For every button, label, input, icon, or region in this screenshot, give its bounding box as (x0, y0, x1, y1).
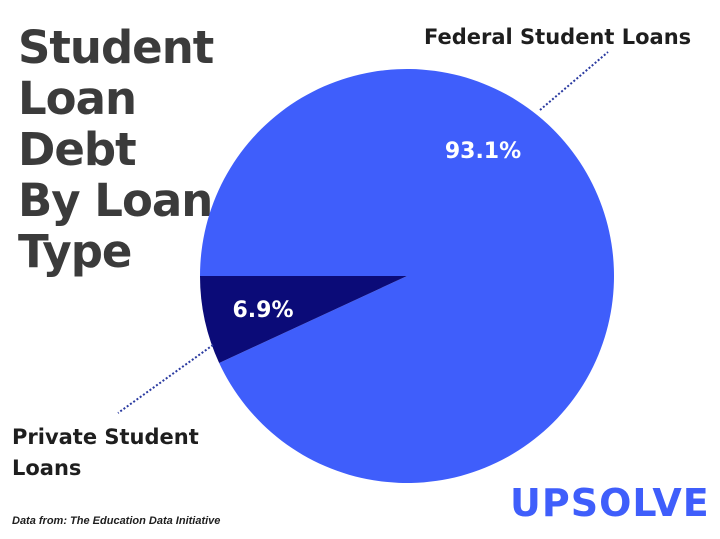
data-label-federal: 93.1% (445, 139, 521, 164)
label-line: Loans (12, 456, 82, 480)
upsolve-logo: UPSOLVE (510, 481, 710, 525)
label-line: Private Student (12, 425, 199, 449)
source-note: Data from: The Education Data Initiative (12, 515, 221, 527)
leader-line-private (117, 344, 214, 414)
slice-federal (200, 68, 615, 483)
slice-private (200, 276, 407, 363)
title-line: Student Loan (18, 21, 214, 125)
title-line: By Loan (18, 174, 213, 227)
legend-label-private: Private Student Loans (12, 422, 199, 484)
title-line: Debt (18, 123, 137, 176)
data-label-private: 6.9% (232, 298, 293, 323)
legend-label-federal: Federal Student Loans (424, 25, 692, 49)
title-line: Type (18, 225, 132, 278)
leader-line-federal (539, 51, 609, 111)
chart-title: Student Loan Debt By Loan Type (18, 22, 218, 277)
